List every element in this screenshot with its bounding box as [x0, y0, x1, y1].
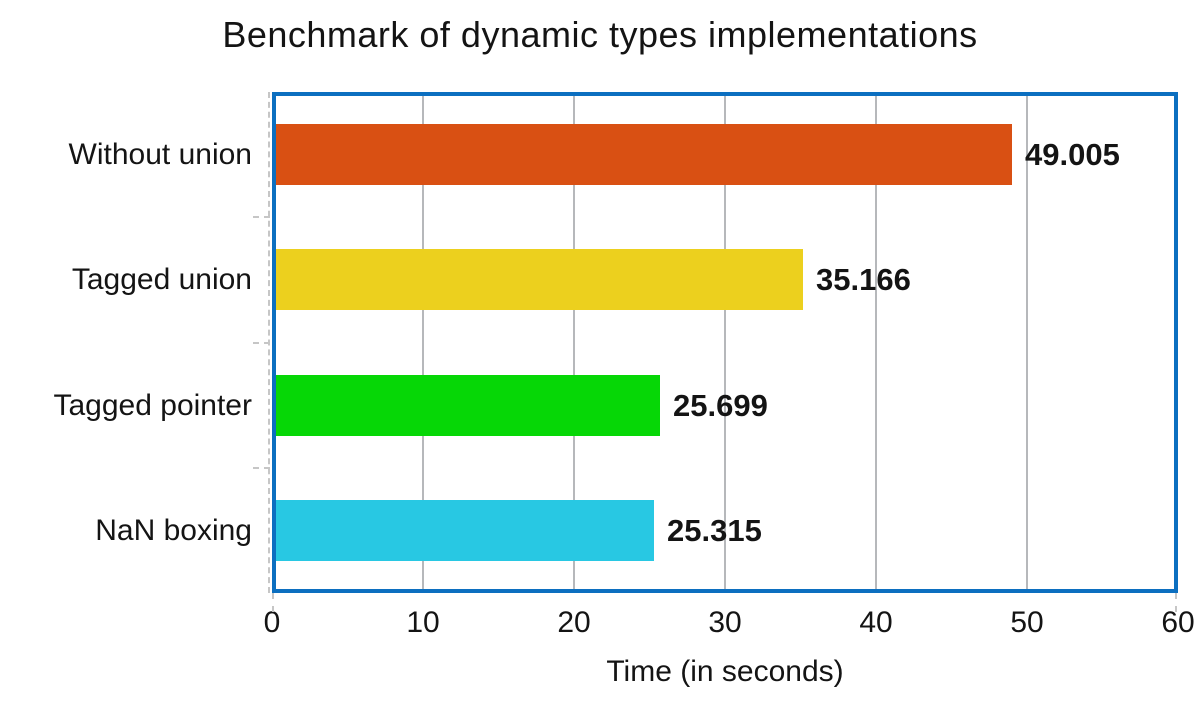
gridline-x-10	[422, 96, 424, 589]
bar-value-label: 49.005	[1025, 136, 1120, 172]
gridline-x-30	[724, 96, 726, 589]
x-tick-label-0: 0	[263, 606, 281, 639]
category-label-nan-boxing: NaN boxing	[95, 513, 252, 547]
category-label-tagged-pointer: Tagged pointer	[53, 388, 253, 422]
x-tick-label-60: 60	[1161, 606, 1195, 639]
x-axis-title: Time (in seconds)	[606, 655, 844, 688]
y-minor-tick	[253, 216, 270, 218]
chart-title: Benchmark of dynamic types implementatio…	[222, 14, 978, 55]
category-label-tagged-union: Tagged union	[71, 262, 252, 296]
bar-value-label: 25.699	[673, 387, 768, 423]
y-minor-tick	[253, 467, 270, 469]
x-axis-stub-60	[1175, 593, 1177, 612]
bar-tagged-union	[276, 249, 803, 310]
x-tick-label-10: 10	[406, 606, 440, 639]
x-tick-label-50: 50	[1010, 606, 1044, 639]
x-tick-label-20: 20	[557, 606, 591, 639]
gridline-x-50	[1026, 96, 1028, 589]
y-minor-tick	[253, 342, 270, 344]
x-tick-label-40: 40	[859, 606, 893, 639]
bar-tagged-pointer	[276, 375, 660, 436]
gridline-x-40	[875, 96, 877, 589]
x-axis-stub-0	[272, 593, 274, 612]
bar-without-union	[276, 124, 1012, 185]
bar-nan-boxing	[276, 500, 654, 561]
gridline-x-20	[573, 96, 575, 589]
bar-value-label: 35.166	[816, 261, 911, 297]
x-tick-label-30: 30	[708, 606, 742, 639]
bar-value-label: 25.315	[667, 512, 762, 548]
category-label-without-union: Without union	[68, 137, 252, 171]
